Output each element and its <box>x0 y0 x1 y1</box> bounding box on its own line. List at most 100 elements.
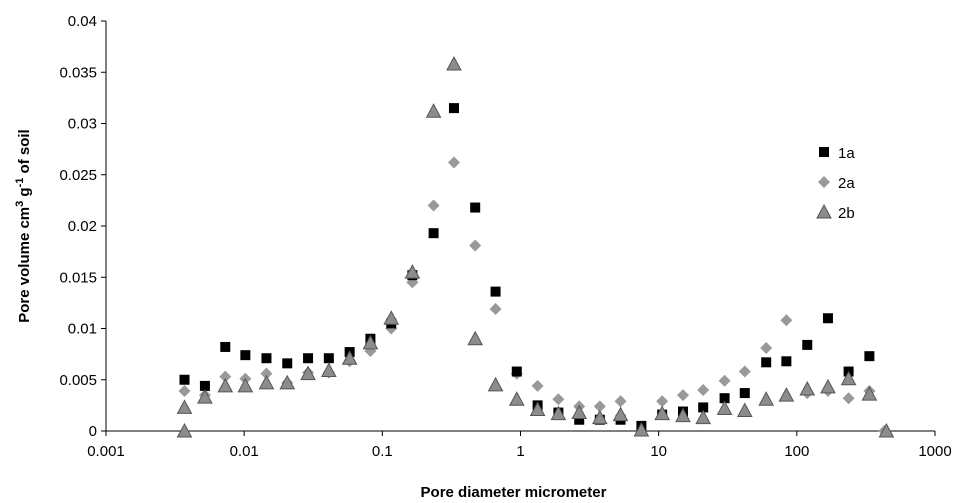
data-point-1a <box>490 286 501 297</box>
data-point-2b <box>612 406 629 422</box>
data-point-2b <box>279 374 296 390</box>
data-point-1a <box>179 374 190 385</box>
data-point-2b <box>446 55 462 71</box>
data-point-2b <box>778 387 795 402</box>
y-tick-label: 0.025 <box>59 167 97 184</box>
y-tick-label: 0.01 <box>68 321 97 338</box>
data-point-1a <box>220 341 231 352</box>
data-point-2b <box>237 377 254 393</box>
data-point-1a <box>802 339 813 350</box>
x-tick-label: 0.1 <box>372 443 393 460</box>
x-axis-title: Pore diameter micrometer <box>421 484 607 501</box>
data-point-1a <box>822 313 833 324</box>
data-point-2b <box>176 422 193 438</box>
data-point-2a <box>842 392 855 405</box>
data-point-2a <box>760 341 773 354</box>
x-tick-label: 100 <box>784 443 809 460</box>
x-tick-label: 0.01 <box>230 443 259 460</box>
data-point-2b <box>736 402 753 417</box>
x-tick-label: 1 <box>516 443 524 460</box>
data-point-2b <box>861 386 878 401</box>
data-point-2a <box>697 384 710 396</box>
data-point-1a <box>448 103 459 114</box>
data-point-2b <box>320 362 337 378</box>
data-point-2a <box>552 393 565 406</box>
data-point-2b <box>425 103 442 118</box>
data-point-1a <box>781 356 792 367</box>
y-axis-title: Pore volume cm3 g-1 of soil <box>14 129 33 322</box>
data-point-1a <box>199 380 210 391</box>
data-point-2a <box>614 395 627 408</box>
data-point-2a <box>219 370 232 383</box>
y-tick-label: 0.035 <box>59 64 97 81</box>
data-point-2b <box>467 330 484 346</box>
legend-label-1a: 1a <box>838 145 855 162</box>
data-point-1a <box>428 228 439 239</box>
series-2b <box>176 55 895 438</box>
data-point-2b <box>758 391 775 406</box>
data-point-2b <box>300 365 316 381</box>
data-point-2a <box>531 379 544 392</box>
data-point-1a <box>511 366 522 377</box>
y-tick-label: 0.005 <box>59 372 97 389</box>
y-tick-label: 0.02 <box>68 218 97 235</box>
data-point-2b <box>799 380 816 396</box>
y-tick-label: 0.04 <box>68 13 97 30</box>
data-point-2b <box>675 407 691 423</box>
data-point-2b <box>840 370 857 386</box>
data-point-2a <box>469 239 482 252</box>
data-point-2b <box>258 374 275 390</box>
data-point-2b <box>404 264 421 279</box>
data-point-2b <box>550 405 567 421</box>
legend-marker-2b <box>816 203 832 219</box>
data-point-1a <box>574 414 585 425</box>
data-point-2a <box>427 199 440 212</box>
data-point-1a <box>240 350 251 361</box>
data-point-1a <box>282 358 293 369</box>
data-point-1a <box>261 353 272 364</box>
y-tick-label: 0.03 <box>68 116 97 133</box>
data-point-1a <box>864 351 875 362</box>
data-point-2a <box>780 314 793 327</box>
x-tick-label: 0.001 <box>87 443 125 460</box>
data-point-2b <box>341 350 358 365</box>
legend: 1a 2a 2b <box>816 145 855 222</box>
x-axis-ticks: 0.001 0.01 0.1 1 10 100 1000 <box>87 431 952 460</box>
y-axis-ticks: 0 0.005 0.01 0.015 0.02 0.025 0.03 0.035 0.04 <box>59 13 106 440</box>
data-point-2b <box>633 421 650 437</box>
data-point-2b <box>383 310 400 325</box>
data-points <box>176 55 895 438</box>
data-point-2b <box>217 377 234 393</box>
data-point-2a <box>489 303 502 316</box>
data-point-2b <box>529 401 546 416</box>
data-point-2b <box>197 389 213 404</box>
data-point-1a <box>698 402 709 413</box>
legend-marker-2a <box>818 176 830 188</box>
data-point-2b <box>571 404 588 420</box>
data-point-1a <box>761 357 772 368</box>
data-point-2a <box>656 395 669 408</box>
data-point-1a <box>470 202 481 213</box>
data-point-2b <box>591 409 608 425</box>
data-point-2a <box>676 389 689 402</box>
data-point-2b <box>820 378 836 394</box>
data-point-2a <box>447 156 460 169</box>
data-point-2a <box>718 374 731 387</box>
x-tick-label: 1000 <box>918 443 951 460</box>
data-point-2b <box>878 422 895 438</box>
data-point-2b <box>654 405 671 421</box>
data-point-2b <box>695 409 712 425</box>
data-point-2b <box>508 391 525 406</box>
data-point-2a <box>738 365 751 378</box>
legend-label-2a: 2a <box>838 175 855 192</box>
data-point-2b <box>716 400 733 415</box>
data-point-2b <box>487 376 504 392</box>
data-point-1a <box>323 353 334 364</box>
data-point-1a <box>739 388 750 399</box>
data-point-2a <box>260 367 273 380</box>
x-tick-label: 10 <box>650 443 667 460</box>
data-point-1a <box>303 353 314 364</box>
y-tick-label: 0 <box>89 423 97 440</box>
data-point-2a <box>178 385 191 398</box>
